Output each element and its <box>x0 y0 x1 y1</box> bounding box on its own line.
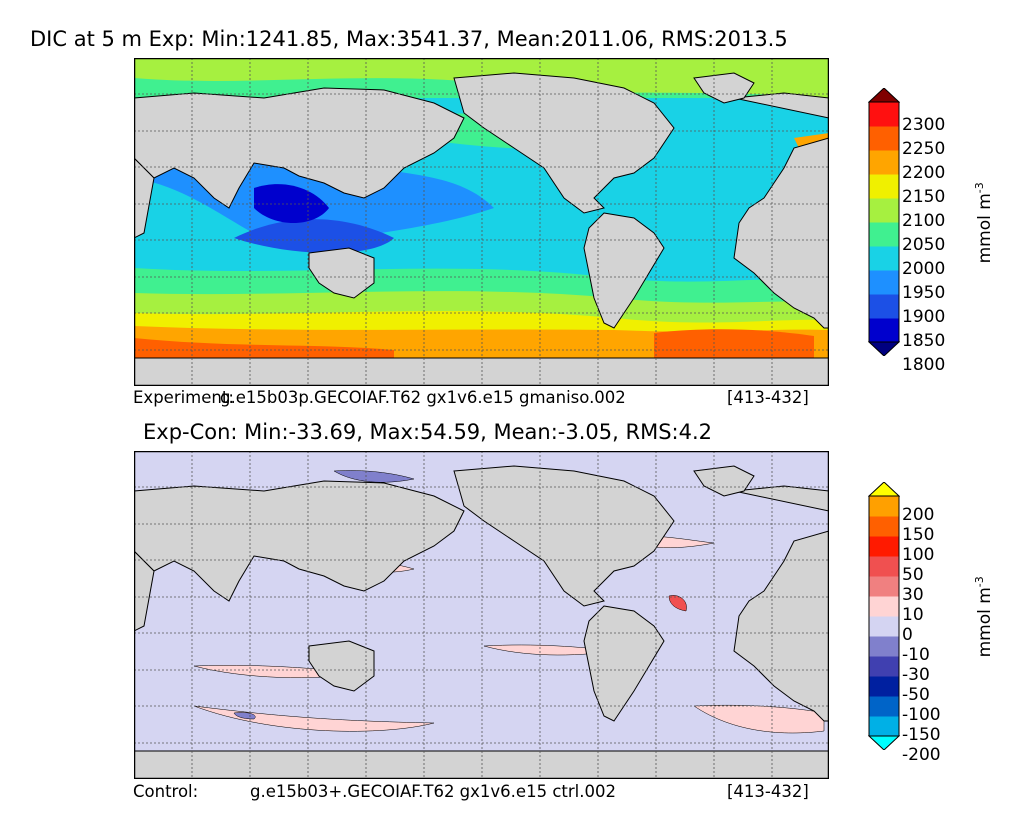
bottom-colorbar-segment <box>869 636 899 657</box>
top-colorbar-extend-high <box>868 88 900 103</box>
top-land-greenland <box>693 72 755 104</box>
bottom-colorbar-segment <box>869 656 899 677</box>
top-colorbar-tick-label: 2200 <box>902 163 946 183</box>
top-gridlines <box>134 58 829 386</box>
top-colorbar-tick-label: 2100 <box>902 211 946 231</box>
top-colorbar-tick-label: 1850 <box>902 331 946 351</box>
bottom-colorbar-tick-label: 100 <box>902 545 935 565</box>
bottom-colorbar-segment <box>869 556 899 577</box>
bottom-colorbar-tick-label: 200 <box>902 505 935 525</box>
top-colorbar-tick-label: 2150 <box>902 187 946 207</box>
top-footer-case: g.e15b03p.GECOIAF.T62 gx1v6.e15 gmaniso.… <box>220 388 626 407</box>
top-colorbar-segment <box>869 294 899 319</box>
bottom-land <box>134 465 829 779</box>
bottom-footer-case: g.e15b03+.GECOIAF.T62 gx1v6.e15 ctrl.002 <box>250 782 616 801</box>
top-colorbar-tick-label: 2050 <box>902 235 946 255</box>
bottom-colorbar-segment <box>869 696 899 717</box>
top-map-frame <box>134 58 829 386</box>
bottom-colorbar-tick-label: -100 <box>902 705 941 725</box>
top-footer-years: [413-432] <box>727 388 809 407</box>
bottom-colorbar-extend-high <box>868 482 900 497</box>
bottom-land-eurasia <box>134 480 465 602</box>
bottom-colorbar-tick-label: -30 <box>902 665 930 685</box>
bottom-colorbar-extend-low <box>868 735 900 750</box>
top-map-plot <box>134 58 829 386</box>
top-land-antarctica <box>134 357 829 386</box>
top-band-southern-ocean-1 <box>134 338 394 358</box>
bottom-colorbar-tick-label: -150 <box>902 725 941 745</box>
bottom-colorbar-tick-label: -50 <box>902 685 930 705</box>
bottom-map-frame <box>134 451 829 779</box>
top-land-eurasia <box>134 87 465 209</box>
top-colorbar-ticks: 2300 2250 2200 2150 2100 2050 2000 1950 1900 1850… <box>902 0 972 832</box>
bottom-footer-years: [413-432] <box>727 782 809 801</box>
top-colorbar-segment <box>869 222 899 247</box>
bottom-colorbar <box>868 482 900 750</box>
bottom-land-australia <box>308 640 375 692</box>
bottom-footer-label: Control: <box>133 782 199 801</box>
top-land-africa-west <box>134 157 155 239</box>
bottom-colorbar-segment <box>869 496 899 517</box>
bottom-colorbar-tick-label: 30 <box>902 585 924 605</box>
top-colorbar-segment <box>869 174 899 199</box>
bottom-colorbar-tick-label: -200 <box>902 745 941 765</box>
top-colorbar-tick-label: 1900 <box>902 307 946 327</box>
top-colorbar-segment <box>869 150 899 175</box>
bottom-colorbar-segment <box>869 676 899 697</box>
bottom-map-plot <box>134 451 829 779</box>
top-colorbar-segment <box>869 198 899 223</box>
bottom-land-africa-west <box>134 550 155 632</box>
bottom-colorbar-tick-label: 50 <box>902 565 924 585</box>
bottom-colorbar-segment <box>869 596 899 617</box>
bottom-colorbar-tick-label: 150 <box>902 525 935 545</box>
top-colorbar-segment <box>869 270 899 295</box>
top-colorbar-segment <box>869 246 899 271</box>
top-colorbar-tick-label: 2250 <box>902 139 946 159</box>
bottom-land-greenland <box>693 465 755 497</box>
top-band-southern-ocean-2 <box>654 329 814 363</box>
bottom-colorbar-segment <box>869 716 899 737</box>
top-colorbar-segment <box>869 126 899 151</box>
bottom-gridlines <box>134 451 829 779</box>
top-colorbar-tick-label: 2000 <box>902 259 946 279</box>
top-colorbar-segment <box>869 102 899 127</box>
top-band-indonesia <box>254 184 329 223</box>
bottom-land-north-america <box>453 465 675 607</box>
top-colorbar-unit: mmol m-3 <box>973 182 995 264</box>
top-colorbar-tick-label: 1950 <box>902 283 946 303</box>
bottom-colorbar-segment <box>869 616 899 637</box>
bottom-colorbar-segment <box>869 536 899 557</box>
top-colorbar-extend-low <box>868 341 900 356</box>
bottom-colorbar-unit: mmol m-3 <box>973 576 995 658</box>
top-land-africa-europe <box>733 92 829 329</box>
bottom-colorbar-segment <box>869 576 899 597</box>
top-colorbar-segment <box>869 318 899 343</box>
top-map-title: DIC at 5 m Exp: Min:1241.85, Max:3541.37… <box>30 27 788 51</box>
bottom-land-antarctica <box>134 750 829 779</box>
bottom-colorbar-ticks: 200 150 100 50 30 10 0 -10 -30 -50 -100 -150 -200 <box>902 0 972 832</box>
bottom-colorbar-segment <box>869 516 899 537</box>
top-land-australia <box>308 247 375 299</box>
top-colorbar <box>868 88 900 356</box>
bottom-map-title: Exp-Con: Min:-33.69, Max:54.59, Mean:-3.… <box>143 420 713 444</box>
top-colorbar-tick-label: 2300 <box>902 115 946 135</box>
top-band-warm-pool <box>234 219 394 253</box>
top-colorbar-tick-label: 1800 <box>902 355 946 375</box>
top-land-north-america <box>453 72 675 214</box>
top-footer-label: Experiment: <box>133 388 234 407</box>
bottom-colorbar-tick-label: -10 <box>902 645 930 665</box>
bottom-colorbar-tick-label: 10 <box>902 605 924 625</box>
bottom-colorbar-tick-label: 0 <box>902 625 913 645</box>
bottom-land-africa-europe <box>733 485 829 722</box>
